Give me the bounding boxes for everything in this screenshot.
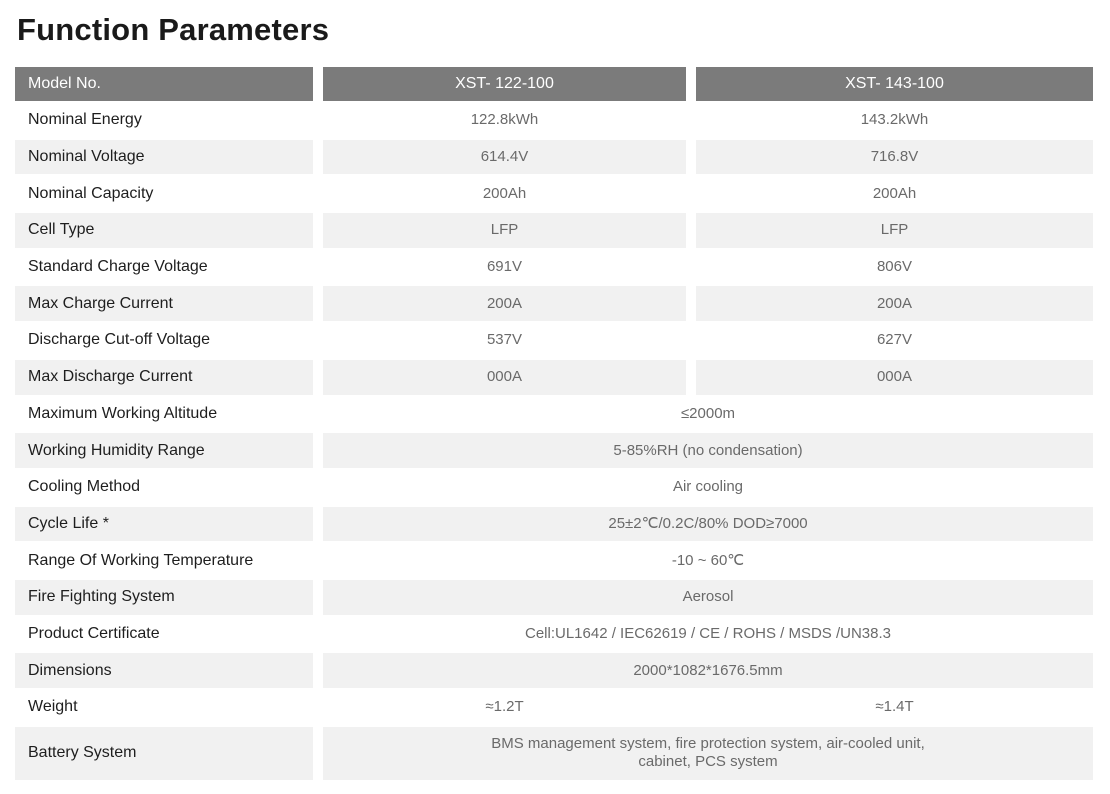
row-value-model-2: LFP (696, 213, 1093, 248)
row-label: Weight (28, 698, 78, 716)
spec-table: Model No. XST- 122-100 XST- 143-100 Nomi… (15, 67, 1093, 782)
table-row: Max Discharge Current 000A 000A (15, 359, 1093, 395)
row-value-model-1: 000A (323, 359, 686, 395)
row-value-shared: 25±2℃/0.2C/80% DOD≥7000 (323, 506, 1093, 542)
row-label: Nominal Voltage (15, 139, 313, 175)
header-model-1: XST- 122-100 (323, 67, 686, 101)
header-model-label: Model No. (15, 67, 313, 101)
table-row: Range Of Working Temperature -10 ~ 60℃ (15, 543, 1093, 578)
table-row: Battery System BMS management system, fir… (15, 726, 1093, 780)
row-value-model-2: 143.2kWh (860, 111, 929, 129)
row-label: Maximum Working Altitude (28, 404, 218, 422)
table-row: Working Humidity Range 5-85%RH (no conden… (15, 433, 1093, 468)
table-header: Model No. XST- 122-100 XST- 143-100 (15, 67, 1093, 101)
row-label: Cell Type (15, 213, 313, 248)
table-row: Maximum Working Altitude ≤2000m (15, 397, 1093, 432)
table-row: Cooling Method Air cooling (15, 470, 1093, 505)
row-label: Product Certificate (28, 624, 160, 642)
row-label: Discharge Cut-off Voltage (28, 331, 211, 349)
row-label: Cooling Method (28, 478, 141, 496)
row-value-model-2: 806V (876, 258, 913, 276)
header-model-2: XST- 143-100 (696, 67, 1093, 101)
row-value-model-2: 716.8V (696, 139, 1093, 175)
row-value-model-2: 000A (696, 359, 1093, 395)
table-row: Nominal Energy 122.8kWh 143.2kWh (15, 103, 1093, 138)
row-value-model-2: 200A (696, 286, 1093, 322)
row-value-model-1: 200Ah (482, 184, 527, 202)
row-value-shared: 5-85%RH (no condensation) (323, 433, 1093, 468)
row-value-model-2: ≈1.4T (875, 698, 914, 716)
row-value-shared: ≤2000m (680, 404, 736, 422)
table-row: Cell Type LFP LFP (15, 213, 1093, 248)
row-value-model-1: ≈1.2T (485, 698, 524, 716)
row-label: Nominal Capacity (28, 184, 154, 202)
row-label: Fire Fighting System (15, 579, 313, 615)
table-row: Nominal Capacity 200Ah 200Ah (15, 176, 1093, 211)
table-row: Product Certificate Cell:UL1642 / IEC6261… (15, 617, 1093, 652)
row-label: Battery System (15, 726, 313, 780)
table-row: Dimensions 2000*1082*1676.5mm (15, 653, 1093, 688)
row-value-shared: Aerosol (323, 579, 1093, 615)
table-row: Standard Charge Voltage 691V 806V (15, 250, 1093, 285)
row-value-shared: Cell:UL1642 / IEC62619 / CE / ROHS / MSD… (525, 624, 891, 642)
row-label: Standard Charge Voltage (28, 258, 208, 276)
row-label: Nominal Energy (28, 111, 142, 129)
row-value-shared: 2000*1082*1676.5mm (323, 653, 1093, 688)
table-row: Weight ≈1.2T ≈1.4T (15, 690, 1093, 725)
table-row: Fire Fighting System Aerosol (15, 579, 1093, 615)
table-row: Cycle Life * 25±2℃/0.2C/80% DOD≥7000 (15, 506, 1093, 542)
row-value-model-1: 691V (486, 258, 523, 276)
row-label: Working Humidity Range (15, 433, 313, 468)
row-value-model-1: LFP (323, 213, 686, 248)
row-value-model-1: 614.4V (323, 139, 686, 175)
row-value-shared: BMS management system, fire protection s… (323, 726, 1093, 780)
page-title: Function Parameters (17, 12, 330, 47)
row-label: Dimensions (15, 653, 313, 688)
table-row: Max Charge Current 200A 200A (15, 286, 1093, 322)
row-value-model-1: 200A (323, 286, 686, 322)
table-row: Discharge Cut-off Voltage 537V 627V (15, 323, 1093, 358)
row-label: Max Charge Current (15, 286, 313, 322)
row-value-shared: -10 ~ 60℃ (671, 551, 745, 569)
row-value-model-2: 627V (876, 331, 913, 349)
row-value-model-1: 537V (486, 331, 523, 349)
row-label: Range Of Working Temperature (28, 551, 254, 569)
row-value-model-1: 122.8kWh (470, 111, 539, 129)
row-label: Cycle Life * (15, 506, 313, 542)
row-value-model-2: 200Ah (872, 184, 917, 202)
row-label: Max Discharge Current (15, 359, 313, 395)
table-row: Nominal Voltage 614.4V 716.8V (15, 139, 1093, 175)
row-value-shared: Air cooling (672, 478, 744, 496)
